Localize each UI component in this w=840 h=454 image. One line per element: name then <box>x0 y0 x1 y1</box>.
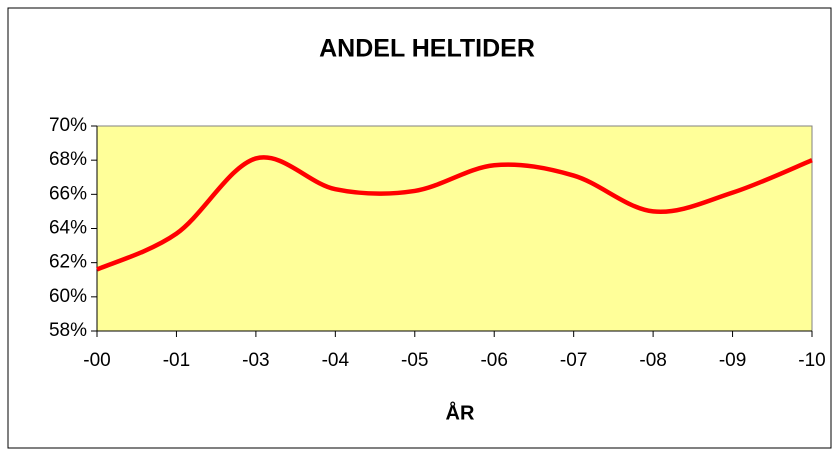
x-tick-label: -01 <box>163 350 190 371</box>
line-series <box>96 155 813 272</box>
x-tick-label: -08 <box>639 350 666 371</box>
x-tick-label: -09 <box>719 350 746 371</box>
plot-area <box>96 125 813 332</box>
y-tick-label: 66% <box>49 183 87 204</box>
y-tick-label: 64% <box>49 218 87 239</box>
y-tick-label: 68% <box>49 149 87 170</box>
x-tick-label: -06 <box>480 350 507 371</box>
y-tick-label: 60% <box>49 286 87 307</box>
y-tick-label: 58% <box>49 320 87 341</box>
x-tick-label: -10 <box>798 350 825 371</box>
y-tick-label: 70% <box>49 115 87 136</box>
x-axis-title: ÅR <box>446 400 475 424</box>
x-tick-label: -04 <box>322 350 350 371</box>
chart-title: ANDEL HELTIDER <box>319 35 535 63</box>
x-tick-label: -00 <box>83 350 110 371</box>
x-tick-label: -05 <box>401 350 428 371</box>
y-tick-label: 62% <box>49 252 87 273</box>
x-tick-label: -03 <box>242 350 269 371</box>
x-tick-label: -07 <box>560 350 587 371</box>
